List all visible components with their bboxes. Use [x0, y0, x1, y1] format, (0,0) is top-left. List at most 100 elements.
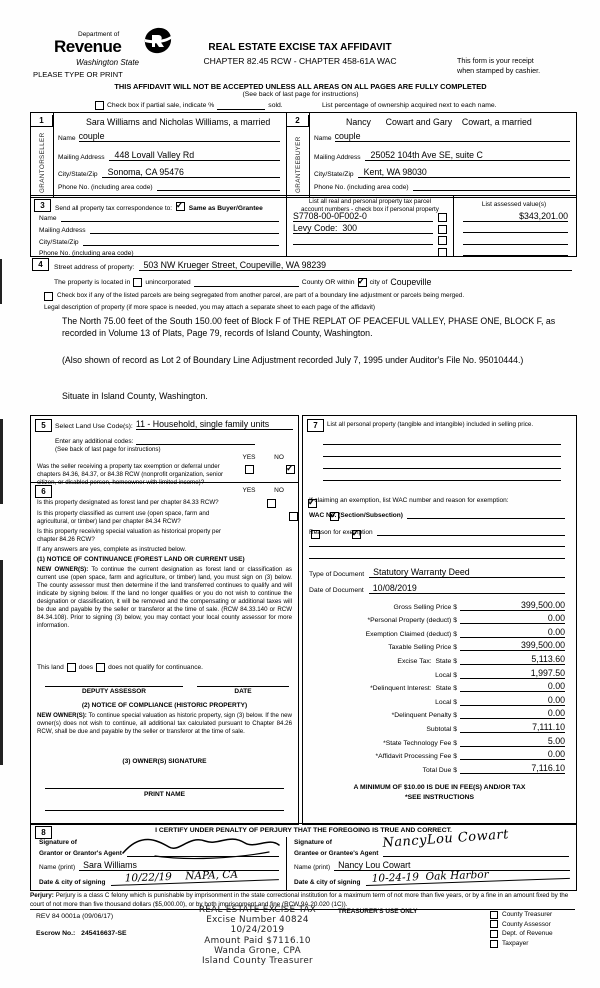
grantor-agent-label: Grantor or Grantor's Agent — [39, 850, 122, 857]
date-line[interactable] — [197, 686, 289, 687]
corr-phone-input[interactable] — [137, 248, 279, 257]
grantor-name-input[interactable]: Sara Williams — [79, 860, 279, 871]
historic-no-checkbox[interactable] — [351, 528, 361, 539]
personal-property-line[interactable] — [323, 456, 561, 457]
personal-property-line[interactable] — [323, 480, 561, 481]
stamp-amount-paid: Amount Paid $7116.10 — [204, 935, 311, 946]
total-due-value[interactable]: 7,116.10 — [460, 763, 565, 774]
seller-mailing-input[interactable]: 448 Lovall Valley Rd — [108, 150, 280, 161]
forest-no-checkbox[interactable] — [307, 497, 317, 508]
seller-phone-input[interactable] — [156, 190, 280, 191]
buyer-name-row: Name couple — [314, 131, 570, 142]
buyer-name-line2[interactable]: couple — [334, 131, 570, 142]
signature-of-label: Signature of — [294, 839, 332, 846]
exemption-reason-line[interactable] — [309, 546, 565, 547]
historic-yes-checkbox[interactable] — [310, 530, 320, 539]
seller-name-line1[interactable]: Sara Williams and Nicholas Williams, a m… — [86, 117, 271, 127]
name-label: Name — [314, 135, 332, 142]
divider — [286, 113, 287, 197]
owner-signature-line[interactable] — [45, 788, 284, 789]
current-use-no-checkbox[interactable] — [329, 510, 339, 521]
legal-description-1[interactable]: The North 75.00 feet of the South 150.00… — [62, 316, 556, 339]
legal-description-2[interactable]: (Also shown of record as Lot 2 of Bounda… — [62, 355, 524, 365]
segregated-checkbox[interactable] — [44, 292, 53, 301]
tax-row: *Delinquent Interest: State $0.00 — [370, 681, 565, 693]
current-use-yes-checkbox[interactable] — [288, 512, 298, 521]
print-name-line[interactable] — [45, 810, 284, 811]
exemption-reason-input[interactable] — [376, 535, 565, 536]
subtotal-value[interactable]: 7,111.10 — [460, 722, 565, 733]
buyer-city-input[interactable]: Kent, WA 98030 — [357, 167, 570, 178]
unincorporated-checkbox[interactable] — [133, 277, 143, 287]
grantee-signature-line[interactable] — [383, 856, 569, 857]
wac-number-input[interactable] — [406, 518, 565, 519]
levy-code-input[interactable]: Levy Code: 300 — [293, 223, 433, 234]
delinquent-interest-local-value[interactable]: 0.00 — [460, 695, 565, 706]
personal-property-checkbox[interactable] — [438, 236, 447, 245]
city-checkbox[interactable] — [357, 276, 367, 287]
parcel-number-input[interactable]: S7708-00-0F002-0 — [293, 211, 433, 222]
personal-property-checkbox[interactable] — [438, 225, 447, 234]
date-city-signing-label: Date & city of signing — [294, 879, 361, 886]
exemption-no-checkbox[interactable] — [285, 463, 295, 474]
assessed-value-input[interactable]: $343,201.00 — [463, 211, 568, 222]
document-type-input[interactable]: Statutory Warranty Deed — [369, 567, 565, 578]
land-use-input[interactable]: 11 - Household, single family units — [135, 419, 293, 430]
legal-description-3[interactable]: Situate in Island County, Washington. — [62, 391, 208, 401]
taxable-selling-price-value[interactable]: 399,500.00 — [460, 640, 565, 652]
gross-selling-price-value[interactable]: 399,500.00 — [460, 600, 565, 611]
parcel-number-input[interactable] — [293, 235, 433, 245]
excise-tax-state-value[interactable]: 5,113.60 — [460, 654, 565, 665]
partial-sale-checkbox[interactable] — [95, 101, 104, 110]
same-as-buyer-checkbox[interactable] — [175, 200, 185, 211]
does-not-qualify-checkbox[interactable] — [96, 663, 106, 672]
personal-property-line[interactable] — [323, 444, 561, 445]
affidavit-processing-fee-value[interactable]: 0.00 — [460, 749, 565, 761]
delinquent-interest-state-value[interactable]: 0.00 — [460, 681, 565, 693]
street-address-input[interactable]: 503 NW Krueger Street, Coupeville, WA 98… — [139, 260, 572, 271]
print-name-label: PRINT NAME — [143, 791, 186, 798]
section6-number: 6 — [35, 485, 52, 498]
parcel-number-input[interactable] — [293, 247, 433, 257]
state-technology-fee-value[interactable]: 5.00 — [460, 736, 565, 747]
assessed-value-input[interactable] — [463, 255, 568, 256]
forest-yes-checkbox[interactable] — [266, 499, 276, 508]
exemption-yes-checkbox[interactable] — [245, 465, 254, 474]
delinquent-penalty-value[interactable]: 0.00 — [460, 708, 565, 720]
seller-name-line2[interactable]: couple — [78, 131, 280, 142]
distribution-copies: County Treasurer County Assessor Dept. o… — [490, 910, 553, 948]
grantee-name-input[interactable]: Nancy Lou Cowart — [334, 860, 570, 871]
corr-city-input[interactable] — [82, 237, 279, 246]
assessed-value-input[interactable] — [463, 244, 568, 245]
buyer-mailing-input[interactable]: 25052 104th Ave SE, suite C — [364, 150, 570, 161]
excise-tax-local-value[interactable]: 1,997.50 — [460, 668, 565, 679]
exemption-claimed-value[interactable]: 0.00 — [460, 627, 565, 638]
personal-property-checkbox[interactable] — [438, 248, 447, 257]
document-date-input[interactable]: 10/08/2019 — [368, 583, 565, 594]
deputy-assessor-signature-line[interactable] — [45, 686, 183, 687]
taxpayer-checkbox[interactable] — [490, 939, 498, 948]
assessed-value-input[interactable] — [463, 232, 568, 233]
city-name-input[interactable]: Coupeville — [390, 277, 432, 287]
corr-name-input[interactable] — [60, 213, 279, 222]
buyer-phone-input[interactable] — [412, 190, 570, 191]
grantor-signature[interactable] — [117, 830, 285, 862]
dept-revenue-checkbox[interactable] — [490, 929, 498, 938]
county-treasurer-checkbox[interactable] — [490, 910, 498, 919]
corr-mailing-input[interactable] — [89, 225, 279, 234]
personal-property-checkbox[interactable] — [438, 213, 447, 222]
parcel-header: List all real and personal property tax … — [301, 198, 439, 213]
exemption-reason-line[interactable] — [309, 558, 565, 559]
seller-city-input[interactable]: Sonoma, CA 95476 — [101, 167, 280, 178]
corr-name-row: Name — [39, 213, 279, 222]
personal-property-line[interactable] — [323, 468, 561, 469]
personal-property-deduct-value[interactable]: 0.00 — [460, 613, 565, 625]
county-input[interactable] — [193, 278, 299, 287]
tax-row: *State Technology Fee $5.00 — [383, 735, 565, 747]
does-qualify-checkbox[interactable] — [66, 663, 76, 672]
additional-codes-input[interactable] — [136, 436, 255, 445]
partial-percent-input[interactable] — [217, 101, 266, 110]
county-assessor-checkbox[interactable] — [490, 920, 498, 929]
grantor-signature-line[interactable] — [127, 856, 279, 857]
buyer-name-line1[interactable]: Nancy Cowart and Gary Cowart, a married — [346, 117, 532, 127]
